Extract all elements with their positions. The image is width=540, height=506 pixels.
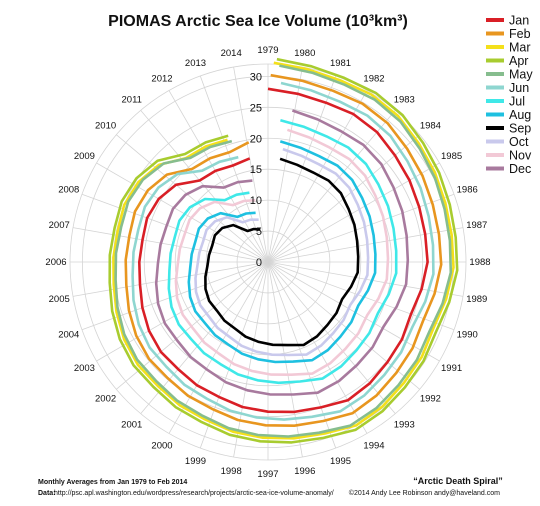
grid-spoke — [267, 75, 337, 263]
r-tick-label: 0 — [256, 257, 262, 269]
r-tick-label: 20 — [250, 133, 262, 145]
year-label: 1990 — [457, 330, 478, 341]
year-label: 2005 — [49, 294, 70, 305]
year-label: 2006 — [45, 257, 66, 268]
year-label: 2000 — [151, 441, 172, 452]
grid-spoke — [267, 66, 303, 263]
polar-grid — [69, 63, 467, 461]
year-label: 1993 — [394, 419, 415, 430]
grid-spoke — [72, 227, 269, 263]
legend-label: Jan — [509, 14, 529, 28]
series-lines — [108, 57, 459, 444]
range-note: Monthly Averages from Jan 1979 to Feb 20… — [38, 479, 187, 486]
grid-spoke — [199, 261, 269, 449]
year-label: 1996 — [294, 466, 315, 477]
year-label: 2003 — [74, 363, 95, 374]
year-label: 2007 — [49, 220, 70, 231]
grid-spoke — [267, 110, 396, 263]
year-label: 1982 — [363, 73, 384, 84]
year-label: 2012 — [151, 73, 172, 84]
grid-spoke — [199, 75, 269, 263]
year-label: 2004 — [58, 330, 79, 341]
legend-label: Nov — [509, 149, 532, 163]
r-tick-label: 5 — [256, 226, 262, 238]
copyright: ©2014 Andy Lee Robinson andy@haveland.co… — [349, 489, 500, 497]
year-label: 1984 — [420, 121, 441, 132]
legend-label: Feb — [509, 27, 531, 41]
nickname: “Arctic Death Spiral” — [413, 476, 503, 486]
series-line-aug — [187, 140, 377, 364]
r-tick-label: 15 — [250, 164, 262, 176]
series-line-mar — [112, 61, 455, 440]
grid-spoke — [72, 261, 269, 297]
year-label: 1992 — [420, 393, 441, 404]
year-label: 1985 — [441, 151, 462, 162]
grid-spoke — [116, 134, 269, 263]
grid-spoke — [267, 261, 440, 362]
series-line-feb — [124, 73, 443, 428]
chart-title: PIOMAS Arctic Sea Ice Volume (10³km³) — [108, 13, 408, 30]
legend-label: Oct — [509, 135, 529, 149]
year-label: 1986 — [457, 184, 478, 195]
grid-spoke — [233, 261, 269, 458]
year-label: 1994 — [363, 441, 384, 452]
year-label: 2001 — [121, 419, 142, 430]
year-label: 1995 — [330, 456, 351, 467]
legend-label: Apr — [509, 54, 528, 68]
grid-spoke — [267, 261, 420, 390]
year-label: 2010 — [95, 121, 116, 132]
grid-spoke — [267, 261, 396, 414]
r-tick-label: 30 — [250, 71, 262, 83]
series-line-dec — [154, 109, 410, 396]
series-line-apr — [108, 57, 459, 444]
year-label: 1998 — [221, 466, 242, 477]
legend-label: Aug — [509, 108, 531, 122]
year-label: 1997 — [257, 469, 278, 480]
series-line-nov — [174, 128, 390, 377]
legend-label: Sep — [509, 122, 531, 136]
year-label: 1988 — [469, 257, 490, 268]
year-label: 2013 — [185, 58, 206, 69]
year-label: 2014 — [221, 48, 242, 59]
year-label: 1980 — [294, 48, 315, 59]
year-label: 1989 — [466, 294, 487, 305]
grid-spoke — [96, 162, 269, 263]
grid-spoke — [233, 66, 269, 263]
year-label: 1987 — [466, 220, 487, 231]
data-url: http://psc.apl.washington.edu/wordpress/… — [54, 490, 334, 497]
legend-label: May — [509, 68, 533, 82]
series-line-oct — [194, 147, 370, 357]
r-tick-label: 25 — [250, 102, 262, 114]
series-line-may — [114, 64, 453, 438]
grid-spoke — [267, 193, 455, 263]
year-label: 1983 — [394, 95, 415, 106]
year-label: 1981 — [330, 58, 351, 69]
year-label: 1991 — [441, 363, 462, 374]
year-label: 2009 — [74, 151, 95, 162]
legend-label: Dec — [509, 162, 531, 176]
data-label: Data: — [38, 490, 56, 497]
grid-spoke — [168, 90, 269, 263]
grid-spoke — [267, 162, 440, 263]
year-label: 2008 — [58, 184, 79, 195]
series-line-jan — [138, 87, 429, 414]
year-label: 2002 — [95, 393, 116, 404]
series-line-jun — [131, 81, 435, 421]
r-tick-label: 10 — [250, 195, 262, 207]
year-label: 1999 — [185, 456, 206, 467]
year-labels: 1979 1980 1981 1982 1983 1984 1985 1986 1987 1988… — [45, 45, 490, 480]
radial-ticks: 0 5 10 15 20 25 30 — [250, 71, 262, 269]
grid-spoke — [267, 90, 368, 263]
legend-label: Jun — [509, 81, 529, 95]
grid-spoke — [81, 193, 269, 263]
legend-label: Mar — [509, 41, 531, 55]
year-label: 1979 — [257, 45, 278, 56]
year-label: 2011 — [122, 95, 142, 106]
series-line-sep — [204, 157, 360, 347]
legend-label: Jul — [509, 95, 525, 109]
series-line-jul — [167, 118, 398, 385]
